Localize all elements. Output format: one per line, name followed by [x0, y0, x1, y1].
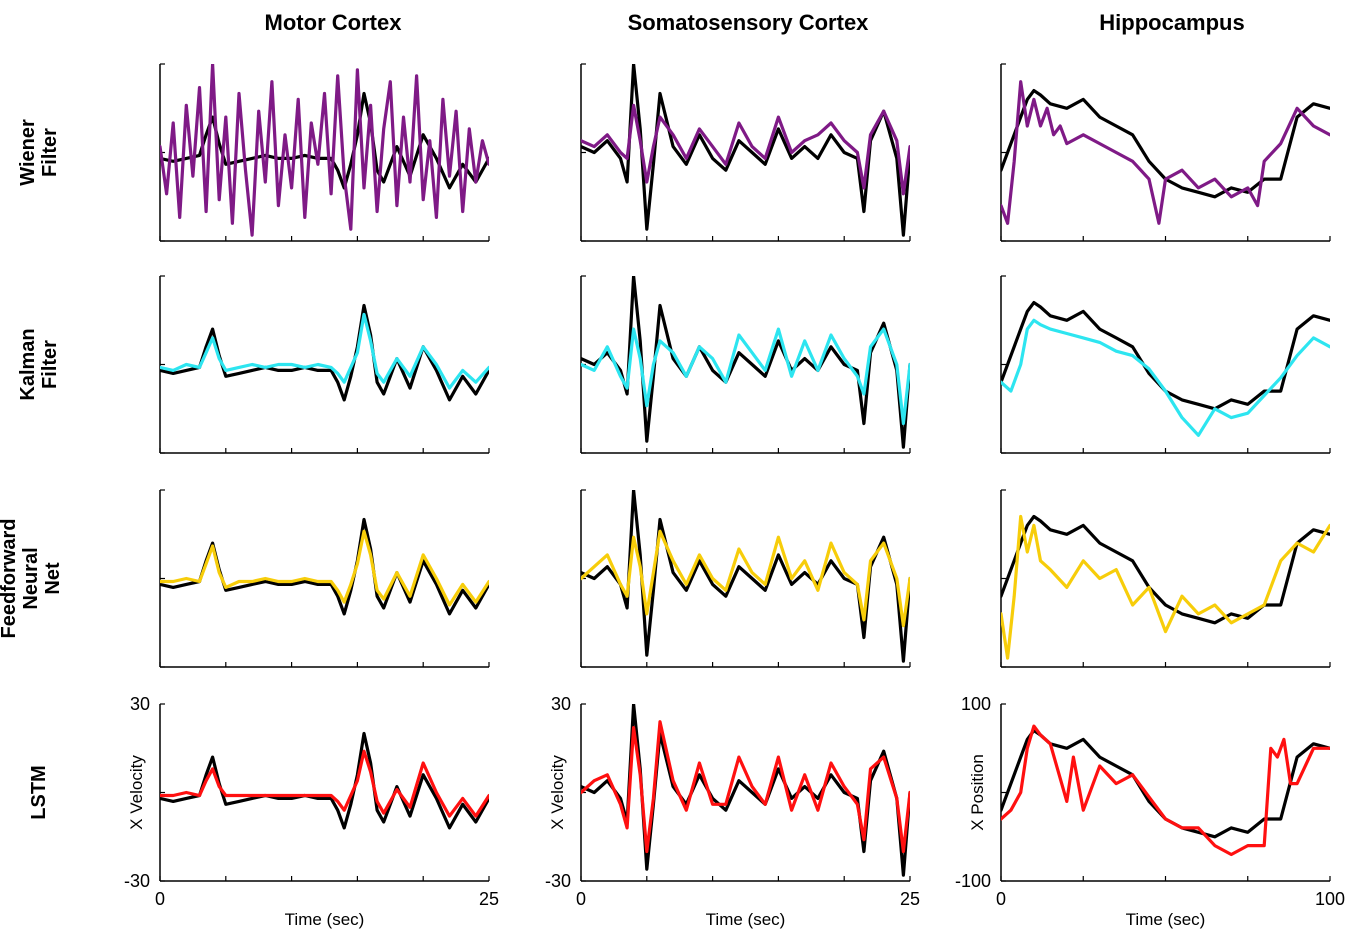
row-title-line: Net	[42, 562, 64, 595]
series-group	[1001, 724, 1330, 857]
x-tick-label: 25	[479, 889, 499, 909]
row-title-lstm: LSTM	[28, 765, 50, 819]
x-axis-label: Time (sec)	[706, 910, 786, 929]
series-group	[1001, 514, 1330, 660]
row-title-line: Filter	[39, 128, 61, 177]
row-title-line: Wiener	[17, 119, 39, 186]
series-line-actual	[581, 704, 910, 877]
series-line-actual	[160, 731, 489, 830]
series-line-predicted	[1001, 514, 1330, 660]
column-title-hippocampus: Hippocampus	[1099, 10, 1244, 35]
series-line-predicted	[581, 529, 910, 628]
y-axis-label: X Velocity	[127, 755, 146, 830]
series-group	[581, 704, 910, 877]
x-axis-label: Time (sec)	[285, 910, 365, 929]
row-title-wiener: WienerFilter	[17, 119, 61, 186]
row-titles: WienerFilterKalmanFilterFeedforwardNeura…	[0, 119, 64, 820]
series-group	[160, 517, 489, 616]
panel-motor-ffnn	[159, 489, 490, 668]
row-title-line: LSTM	[28, 765, 50, 819]
series-group	[160, 303, 489, 402]
x-tick-label: 0	[996, 889, 1006, 909]
column-title-somatosensory-cortex: Somatosensory Cortex	[628, 10, 870, 35]
series-group	[1001, 301, 1330, 437]
series-line-actual	[1001, 514, 1330, 625]
row-title-line: Feedforward	[0, 518, 20, 638]
panel-somato-kalman	[580, 275, 911, 454]
series-line-actual	[160, 303, 489, 402]
row-title-line: Filter	[39, 340, 61, 389]
x-tick-label: 0	[576, 889, 586, 909]
panel-hippo-wiener	[1000, 63, 1331, 242]
column-title-motor-cortex: Motor Cortex	[265, 10, 403, 35]
series-line-predicted	[1001, 724, 1330, 857]
series-line-predicted	[160, 749, 489, 818]
series-line-actual	[160, 517, 489, 616]
panel-hippo-kalman	[1000, 275, 1331, 454]
y-tick-label: -30	[545, 871, 571, 891]
column-titles: Motor Cortex Somatosensory Cortex Hippoc…	[265, 10, 1245, 35]
series-line-actual	[581, 490, 910, 663]
panel-hippo-ffnn	[1000, 489, 1331, 668]
y-tick-label: -100	[955, 871, 991, 891]
series-group	[581, 64, 910, 237]
row-title-ffnn: FeedforwardNeuralNet	[0, 518, 64, 638]
series-line-predicted	[581, 720, 910, 854]
series-line-actual	[581, 64, 910, 237]
row-title-kalman: KalmanFilter	[17, 328, 61, 400]
series-line-predicted	[160, 529, 489, 607]
panel-motor-wiener	[159, 63, 490, 242]
panel-motor-lstm: 0 25 30 -30 Time (sec) X Velocity	[124, 694, 499, 929]
y-tick-label: -30	[124, 871, 150, 891]
series-line-predicted	[581, 103, 910, 196]
x-axis-label: Time (sec)	[1126, 910, 1206, 929]
series-group	[160, 731, 489, 830]
series-line-actual	[1001, 89, 1330, 199]
series-line-predicted	[581, 327, 910, 426]
x-tick-label: 100	[1315, 889, 1345, 909]
series-line-predicted	[1001, 318, 1330, 437]
y-axis-label: X Velocity	[548, 755, 567, 830]
series-group	[160, 64, 489, 237]
series-group	[581, 276, 910, 449]
x-tick-label: 0	[155, 889, 165, 909]
series-line-predicted	[160, 64, 489, 237]
panel-somato-lstm: 0 25 30 -30 Time (sec) X Velocity	[545, 694, 920, 929]
y-tick-label: 30	[130, 694, 150, 714]
series-group	[581, 490, 910, 663]
panel-motor-kalman	[159, 275, 490, 454]
panel-somato-wiener	[580, 63, 911, 242]
series-line-predicted	[1001, 80, 1330, 225]
panel-somato-ffnn	[580, 489, 911, 668]
row-title-line: Neural	[20, 547, 42, 609]
panel-grid: 0 25 30 -30 Time (sec) X Velocity 0 25 30 -30 Time…	[124, 63, 1345, 929]
y-tick-label: 30	[551, 694, 571, 714]
series-line-predicted	[160, 312, 489, 390]
x-tick-label: 25	[900, 889, 920, 909]
panel-hippo-lstm: 0 100 100 -100 Time (sec) X Position	[955, 694, 1345, 929]
y-axis-label: X Position	[968, 754, 987, 831]
y-tick-label: 100	[961, 694, 991, 714]
series-group	[1001, 80, 1330, 225]
row-title-line: Kalman	[17, 328, 39, 400]
series-line-actual	[581, 276, 910, 449]
